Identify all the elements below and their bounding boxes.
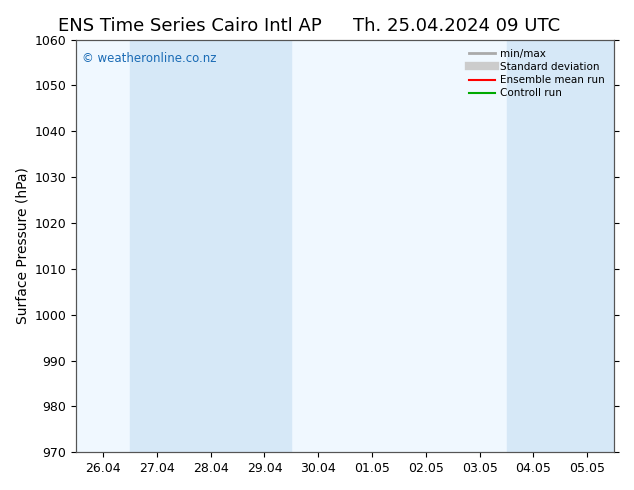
Bar xyxy=(130,40,292,452)
Text: ENS Time Series Cairo Intl AP: ENS Time Series Cairo Intl AP xyxy=(58,17,322,35)
Bar xyxy=(507,40,614,452)
Text: © weatheronline.co.nz: © weatheronline.co.nz xyxy=(82,52,216,65)
Y-axis label: Surface Pressure (hPa): Surface Pressure (hPa) xyxy=(15,168,29,324)
Text: Th. 25.04.2024 09 UTC: Th. 25.04.2024 09 UTC xyxy=(353,17,560,35)
Legend: min/max, Standard deviation, Ensemble mean run, Controll run: min/max, Standard deviation, Ensemble me… xyxy=(465,45,609,102)
